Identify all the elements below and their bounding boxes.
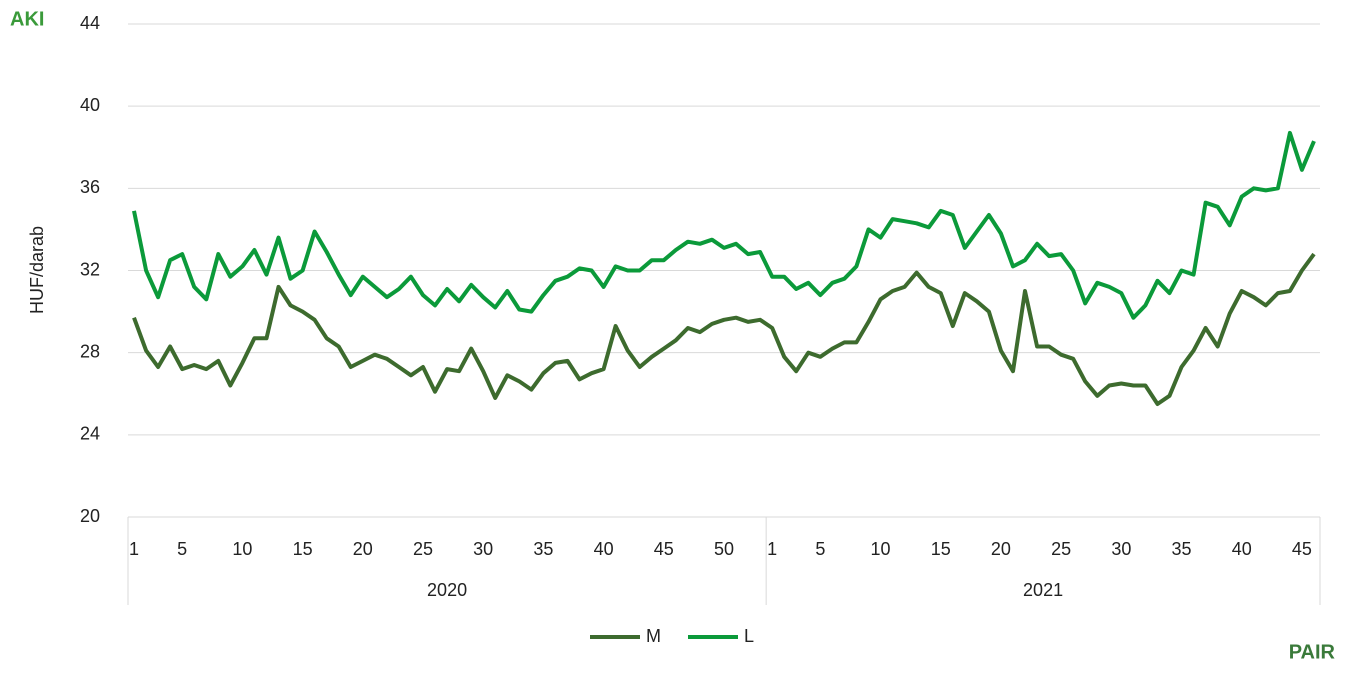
x-tick-label: 5 <box>815 539 825 559</box>
y-tick-label: 36 <box>80 177 100 197</box>
y-axis-label: HUF/darab <box>27 226 47 314</box>
x-tick-label: 25 <box>413 539 433 559</box>
series-line <box>132 130 1316 320</box>
y-tick-label: 32 <box>80 259 100 279</box>
x-tick-label: 45 <box>1292 539 1312 559</box>
y-tick-label: 20 <box>80 506 100 526</box>
x-tick-label: 35 <box>1172 539 1192 559</box>
x-tick-label: 20 <box>991 539 1011 559</box>
logo: PAIR <box>1289 641 1336 663</box>
y-tick-label: 28 <box>80 341 100 361</box>
x-tick-label: 5 <box>177 539 187 559</box>
x-tick-label: 40 <box>594 539 614 559</box>
x-tick-label: 15 <box>293 539 313 559</box>
x-tick-label: 10 <box>232 539 252 559</box>
x-tick-label: 30 <box>473 539 493 559</box>
x-tick-label: 25 <box>1051 539 1071 559</box>
x-tick-label: 35 <box>533 539 553 559</box>
x-tick-label: 15 <box>931 539 951 559</box>
x-tick-label: 45 <box>654 539 674 559</box>
x-tick-label: 1 <box>129 539 139 559</box>
y-tick-label: 24 <box>80 424 100 444</box>
x-tick-label: 20 <box>353 539 373 559</box>
legend-label: M <box>646 626 661 646</box>
legend-label: L <box>744 626 754 646</box>
x-tick-label: 30 <box>1111 539 1131 559</box>
logo: AKI <box>10 8 44 30</box>
x-tick-label: 10 <box>871 539 891 559</box>
series-line <box>132 252 1316 406</box>
group-label: 2021 <box>1023 580 1063 600</box>
y-tick-label: 40 <box>80 95 100 115</box>
x-tick-label: 40 <box>1232 539 1252 559</box>
x-tick-label: 1 <box>767 539 777 559</box>
y-tick-label: 44 <box>80 13 100 33</box>
group-label: 2020 <box>427 580 467 600</box>
x-tick-label: 50 <box>714 539 734 559</box>
